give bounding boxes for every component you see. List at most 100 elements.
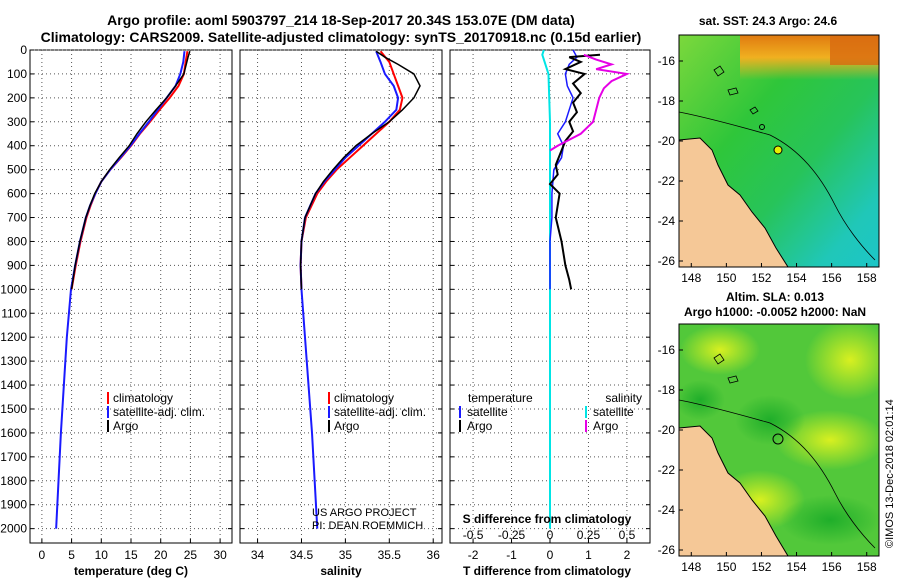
sal-satellite-line [299,50,400,529]
legend-label-satellite: satellite-adj. clim. [334,405,426,419]
lat-tick-label: -22 [658,463,676,477]
reef-icon [759,124,765,130]
s-tick-label: 0.5 [619,528,636,542]
depth-tick-label: 1900 [0,498,27,512]
x-tick-label: 2 [624,548,631,562]
reefs-outline-icon [713,65,759,115]
lon-tick-label: 152 [751,271,771,285]
sla-low-region [679,380,725,420]
lat-tick-label: -22 [658,174,676,188]
project-annotation: US ARGO PROJECT [312,507,417,519]
legend-label-sal-satellite: satellite [593,405,634,419]
depth-tick-label: 1300 [0,354,27,368]
lat-tick-label: -16 [658,54,676,68]
x-tick-label: 35 [339,548,353,562]
x-tick-label: 30 [213,548,227,562]
depth-tick-label: 1700 [0,450,27,464]
lon-tick-label: 148 [681,271,701,285]
reefs-outline-icon [713,353,739,384]
lon-tick-label: 150 [716,271,736,285]
sla-map-title-2: Argo h1000: -0.0052 h2000: NaN [684,305,866,319]
depth-tick-label: 400 [7,139,27,153]
depth-tick-label: 1800 [0,474,27,488]
depth-tick-label: 1500 [0,402,27,416]
x-axis-ticks: 0 5 10 15 20 25 30 34 34.5 35 35.5 36 -2 -1 0 1 2 [39,548,631,562]
sla-map [679,324,879,556]
temp-argo-line [70,50,191,290]
australia-coast [679,425,789,556]
x-tick-label: -1 [506,548,517,562]
diff-temp-satellite-line [549,49,578,290]
x-tick-label: 35.5 [378,548,402,562]
s-difference-ticks: -0.5 -0.25 0 0.25 0.5 [463,528,636,542]
difference-legend: temperature satellite Argo salinity sate… [459,391,642,433]
title-line-2: Climatology: CARS2009. Satellite-adjuste… [41,29,642,45]
legend-label-argo: Argo [334,419,360,433]
salinity-series [299,50,421,529]
lon-tick-label: 156 [822,560,842,574]
sst-map-frame [678,34,880,268]
depth-tick-label: 0 [20,43,27,57]
s-tick-label: 0 [547,528,554,542]
t-difference-axis-label: T difference from climatology [463,564,631,578]
lon-tick-label: 148 [681,560,701,574]
bathymetry-contour [679,399,876,549]
salinity-panel-frame [239,49,443,544]
temperature-legend: climatology satellite-adj. clim. Argo [107,391,205,433]
lat-tick-label: -24 [658,214,676,228]
sal-argo-line [299,50,421,290]
legend-title-temperature: temperature [468,391,533,405]
pi-annotation: PI: DEAN ROEMMICH [312,520,423,532]
sla-high-region [680,325,760,375]
argo-marker [772,433,784,445]
x-tick-label: 34.5 [290,548,314,562]
sst-map-title: sat. SST: 24.3 Argo: 24.6 [699,14,838,28]
argo-marker [773,145,783,155]
lat-tick-label: -26 [658,543,676,557]
depth-tick-label: 1400 [0,378,27,392]
depth-tick-label: 1200 [0,330,27,344]
s-tick-label: 0.25 [577,528,601,542]
x-tick-label: 25 [184,548,198,562]
depth-tick-label: 1000 [0,282,27,296]
salinity-legend: climatology satellite-adj. clim. Argo [328,391,426,433]
legend-title-salinity: salinity [605,391,642,405]
legend-label-climatology: climatology [113,391,173,405]
x-tick-label: 36 [427,548,441,562]
depth-tick-label: 300 [7,115,27,129]
australia-coast [679,137,789,267]
lat-tick-label: -18 [658,383,676,397]
legend-label-temp-satellite: satellite [467,405,508,419]
depth-tick-label: 100 [7,67,27,81]
s-tick-label: -0.5 [463,528,484,542]
lat-tick-label: -24 [658,503,676,517]
lat-tick-label: -18 [658,94,676,108]
difference-series [541,49,631,529]
legend-label-satellite: satellite-adj. clim. [113,405,205,419]
x-tick-label: 20 [154,548,168,562]
x-tick-label: 5 [68,548,75,562]
x-tick-label: 1 [585,548,592,562]
diff-salinity-argo-line [549,53,631,152]
depth-tick-label: 200 [7,91,27,105]
sla-low-region [735,395,805,445]
lon-tick-label: 154 [787,271,807,285]
lon-tick-label: 158 [857,271,877,285]
temp-satellite-line [55,51,186,529]
s-difference-axis-label: S difference from climatology [463,512,632,526]
x-tick-label: 34 [251,548,265,562]
lon-tick-label: 152 [751,560,771,574]
sla-low-region [780,495,879,545]
grid-lines [30,49,650,543]
depth-axis-labels: 0 100 200 300 400 500 600 700 800 900 1000 1100 1200… [0,43,27,536]
temperature-series [55,50,191,529]
diff-temp-argo-line [548,53,601,290]
x-tick-label: 15 [124,548,138,562]
depth-tick-label: 500 [7,163,27,177]
sst-hot-region [830,35,879,65]
title-line-1: Argo profile: aoml 5903797_214 18-Sep-20… [107,12,575,28]
temperature-axis-label: temperature (deg C) [74,564,188,578]
depth-tick-label: 1100 [1,306,27,320]
